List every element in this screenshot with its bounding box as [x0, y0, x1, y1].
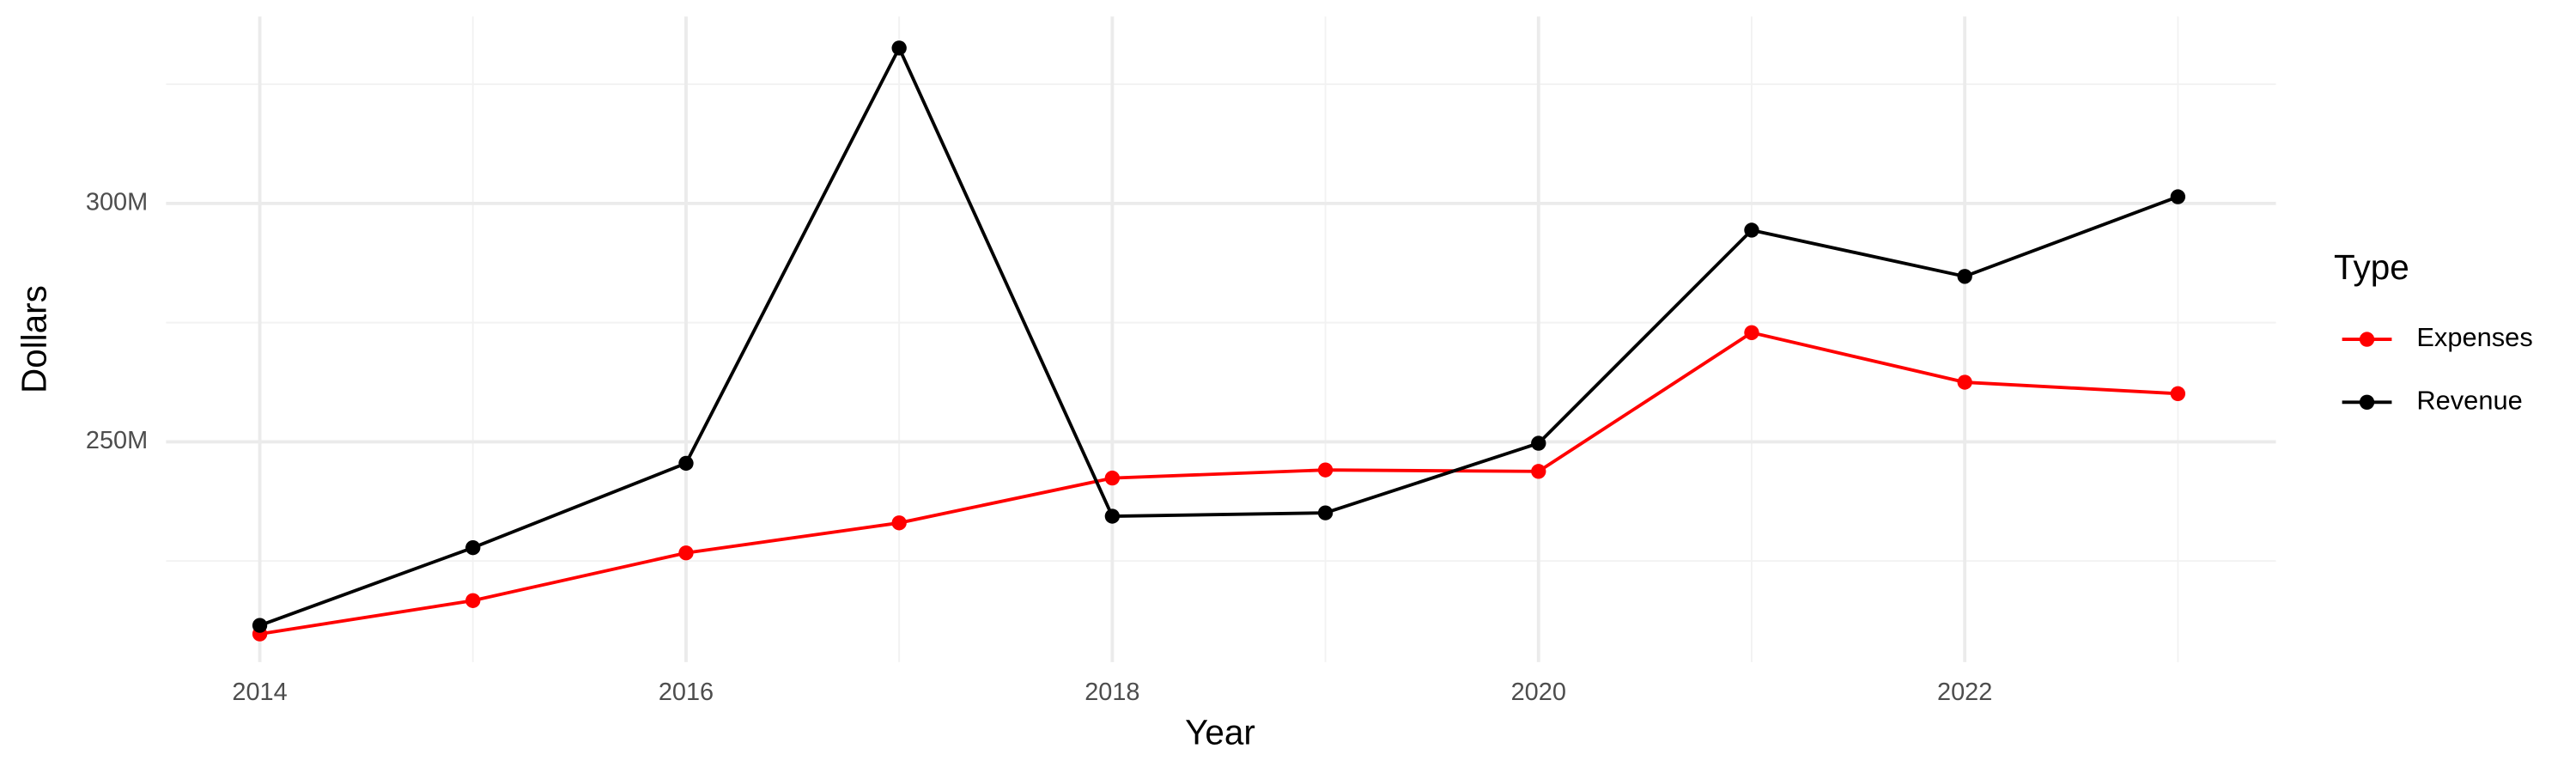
data-point: [2170, 189, 2186, 204]
series-line: [258, 44, 2179, 627]
data-point: [891, 40, 907, 56]
x-tick-label: 2018: [1084, 679, 1139, 706]
data-point: [1104, 470, 1121, 486]
data-point: [1317, 462, 1334, 478]
y-tick-label: 250M: [86, 427, 148, 454]
legend-title: Type: [2334, 247, 2409, 287]
data-point: [1957, 269, 1972, 284]
data-point: [891, 515, 907, 531]
legend-label: Expenses: [2416, 322, 2532, 352]
x-tick-label: 2016: [659, 679, 714, 706]
legend-key-point: [2359, 332, 2375, 347]
data-point: [1957, 374, 1972, 390]
data-point: [1744, 222, 1759, 238]
x-tick-label: 2014: [232, 679, 287, 706]
y-axis-title: Dollars: [15, 285, 54, 393]
series-line: [259, 331, 2178, 636]
data-point: [678, 455, 694, 472]
data-point: [1104, 508, 1121, 524]
x-tick-label: 2020: [1511, 679, 1566, 706]
data-point: [2170, 386, 2186, 402]
data-point: [1531, 435, 1546, 451]
data-point: [1744, 325, 1759, 340]
data-point: [678, 545, 694, 561]
legend-label: Revenue: [2416, 385, 2522, 415]
x-tick-label: 2022: [1937, 679, 1992, 706]
x-axis-title: Year: [1185, 712, 1255, 752]
data-point: [1317, 505, 1334, 520]
y-tick-label: 300M: [86, 189, 148, 216]
legend-key-point: [2359, 394, 2375, 410]
data-point: [1531, 464, 1546, 479]
data-point: [252, 618, 268, 633]
data-point: [465, 593, 481, 608]
data-point: [465, 539, 481, 556]
